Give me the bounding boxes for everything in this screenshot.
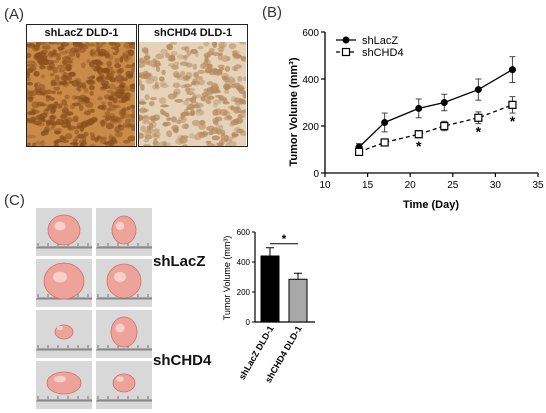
line-series-shLacZ <box>358 69 513 148</box>
line-chart-ylabel: Tumor Volume (mm³) <box>288 57 300 166</box>
line-chart-y-tick-label: 0 <box>313 169 319 180</box>
bar-chart-y-tick-label: 0 <box>246 318 251 327</box>
ihc-stain-shlacz <box>27 42 136 146</box>
ihc-stain-shchd4 <box>139 42 247 146</box>
line-series-shCHD4 <box>358 104 513 153</box>
tumor-photo-grid <box>36 208 152 409</box>
line-chart-x-tick-label: 30 <box>490 180 502 191</box>
ihc-image-shlacz: shLacZ DLD-1 <box>26 24 137 147</box>
data-point-shLacZ <box>440 99 448 106</box>
tumor-photo-shchd4-2 <box>96 310 152 358</box>
bar-significance-marker: * <box>282 232 287 246</box>
group-label-shchd4: shCHD4 <box>153 352 212 369</box>
ihc-title-shchd4: shCHD4 DLD-1 <box>139 25 247 42</box>
tumor-specimen <box>110 316 138 348</box>
panel-label-c: (C) <box>4 192 25 209</box>
data-point-shCHD4 <box>474 113 483 122</box>
legend-marker-shLacZ <box>342 36 350 44</box>
legend-label-shLacZ: shLacZ <box>362 35 398 47</box>
line-chart-x-tick-label: 10 <box>319 180 331 191</box>
significance-marker: * <box>476 124 482 140</box>
tumor-photo-shlacz-3 <box>36 259 92 307</box>
line-chart-y-tick-label: 200 <box>302 122 319 133</box>
bar-shchd4 <box>288 278 308 323</box>
bar-chart-y-tick-label: 400 <box>237 258 251 267</box>
tumor-specimen <box>46 371 82 395</box>
line-chart-xlabel: Time (Day) <box>403 199 459 211</box>
data-point-shCHD4 <box>414 130 423 139</box>
ihc-title-shlacz: shLacZ DLD-1 <box>27 25 136 42</box>
bar-shlacz <box>260 255 280 323</box>
tumor-specimen <box>111 215 137 245</box>
tumor-photo-shchd4-4 <box>96 361 152 409</box>
legend-label-shCHD4: shCHD4 <box>362 47 404 59</box>
tumor-photo-shlacz-2 <box>96 208 152 256</box>
data-point-shCHD4 <box>440 121 449 131</box>
line-chart-x-tick-label: 20 <box>405 180 417 191</box>
ihc-cells <box>139 42 247 146</box>
significance-marker: * <box>416 138 422 154</box>
tumor-specimen <box>47 214 81 246</box>
tumor-photo-shlacz-1 <box>36 208 92 256</box>
line-chart-x-tick-label: 15 <box>362 180 374 191</box>
tumor-specimen <box>106 263 142 299</box>
group-label-shlacz: shLacZ <box>153 253 206 270</box>
tumor-photo-shchd4-3 <box>36 361 92 409</box>
ihc-image-shchd4: shCHD4 DLD-1 <box>138 24 248 147</box>
line-chart-x-tick-label: 25 <box>447 180 459 191</box>
bar-chart-y-tick-label: 200 <box>237 288 251 297</box>
legend-marker-shCHD4 <box>341 47 351 57</box>
tumor-specimen <box>112 373 136 393</box>
bar-chart-y-tick-label: 600 <box>237 228 251 237</box>
significance-marker: * <box>510 113 516 129</box>
line-chart-x-tick-label: 35 <box>532 180 544 191</box>
data-point-shLacZ <box>508 66 516 74</box>
ihc-cells <box>27 42 136 146</box>
data-point-shLacZ <box>381 118 389 126</box>
line-chart-y-tick-label: 400 <box>302 75 319 86</box>
tumor-photo-shlacz-4 <box>96 259 152 307</box>
panel-label-a: (A) <box>4 6 24 23</box>
data-point-shLacZ <box>474 86 482 94</box>
data-point-shCHD4 <box>508 100 517 109</box>
data-point-shCHD4 <box>354 147 364 156</box>
data-point-shCHD4 <box>380 138 389 147</box>
tumor-photo-shchd4-1 <box>36 310 92 358</box>
line-chart-y-tick-label: 600 <box>302 28 319 39</box>
bar-chart-ylabel: Tumor Volume (mm³) <box>222 236 232 321</box>
panel-label-b: (B) <box>262 4 282 21</box>
data-point-shLacZ <box>415 104 423 112</box>
